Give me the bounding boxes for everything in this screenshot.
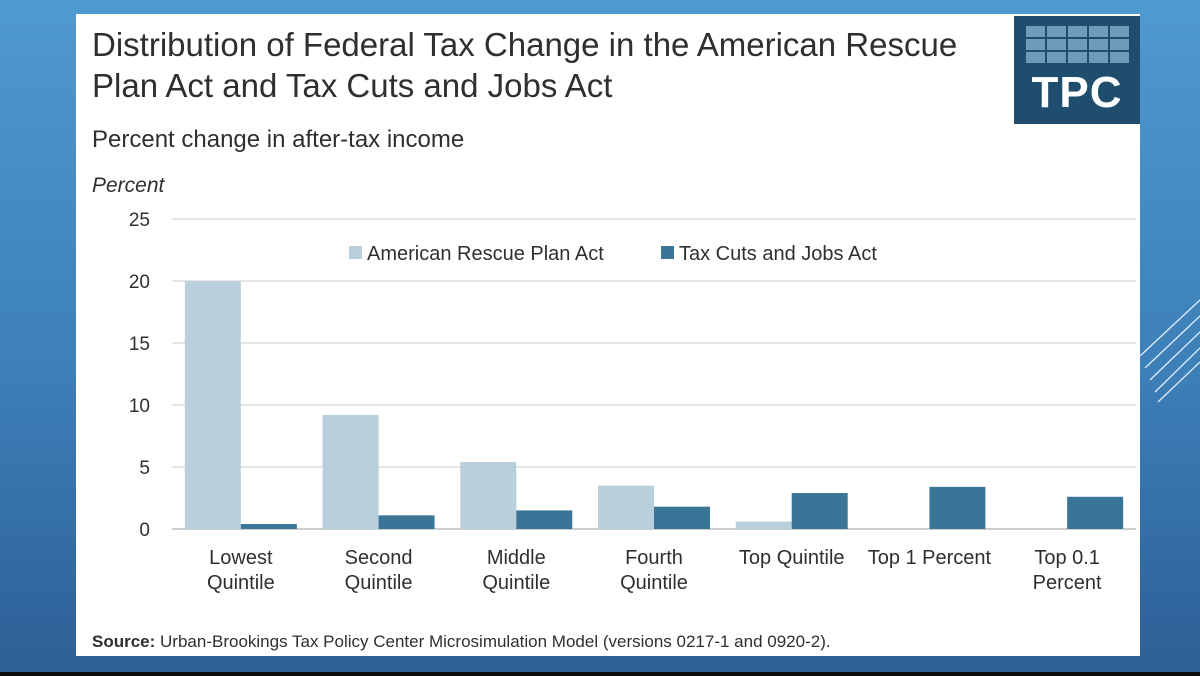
legend-swatch: [349, 246, 362, 259]
x-tick-label: Percent: [1033, 572, 1102, 594]
source-label: Source:: [92, 632, 156, 651]
x-tick-label: Fourth: [625, 547, 683, 569]
bar-tcja: [516, 510, 573, 529]
logo-grid-cell: [1047, 52, 1066, 63]
chart-subtitle: Percent change in after-tax income: [92, 126, 465, 153]
bar-tcja: [378, 515, 435, 529]
logo-text: TPC: [1031, 68, 1123, 117]
logo-grid-cell: [1110, 26, 1129, 37]
logo-grid-cell: [1047, 39, 1066, 50]
bar-arpa: [598, 485, 654, 529]
x-tick-label: Quintile: [482, 572, 550, 594]
legend-label: American Rescue Plan Act: [367, 243, 604, 265]
source-text: Urban-Brookings Tax Policy Center Micros…: [155, 632, 831, 651]
chart-title: Distribution of Federal Tax Change in th…: [92, 26, 958, 104]
x-tick-label: Middle: [487, 547, 546, 569]
bar-arpa: [322, 414, 379, 529]
logo-grid-cell: [1068, 26, 1087, 37]
x-tick-label: Quintile: [207, 572, 275, 594]
legend-label: Tax Cuts and Jobs Act: [679, 243, 877, 265]
y-tick-label: 10: [129, 396, 150, 417]
x-tick-label: Top 0.1: [1034, 547, 1100, 569]
logo-grid-cell: [1089, 26, 1108, 37]
bar-tcja: [1067, 496, 1124, 529]
legend-swatch: [661, 246, 674, 259]
logo-grid-cell: [1089, 39, 1108, 50]
y-tick-label: 15: [129, 334, 150, 355]
logo-grid-cell: [1089, 52, 1108, 63]
bar-tcja: [791, 493, 848, 529]
y-tick-label: 0: [139, 520, 150, 541]
logo-grid-cell: [1110, 39, 1129, 50]
logo-grid-cell: [1068, 52, 1087, 63]
logo-grid-cell: [1026, 39, 1045, 50]
bar-tcja: [654, 506, 710, 529]
logo-grid-cell: [1026, 52, 1045, 63]
x-tick-label: Second: [345, 547, 413, 569]
x-tick-label: Top 1 Percent: [868, 547, 992, 569]
logo-grid-cell: [1026, 26, 1045, 37]
x-tick-label: Top Quintile: [739, 547, 845, 569]
y-tick-label: 20: [129, 272, 150, 293]
chart-panel: Distribution of Federal Tax Change in th…: [76, 14, 1140, 656]
bar-chart: Percent 0 5 10 15 20 25 Lowest Quintile Second Qui…: [92, 174, 1136, 594]
y-tick-label: 5: [139, 458, 150, 479]
tpc-logo: TPC: [1014, 16, 1140, 124]
source-note: Source: Urban-Brookings Tax Policy Cente…: [92, 632, 831, 652]
logo-grid-cell: [1068, 39, 1087, 50]
bar-tcja: [929, 486, 986, 529]
y-axis-label: Percent: [92, 174, 166, 197]
bar-arpa: [460, 462, 517, 529]
bar-arpa: [735, 521, 792, 529]
x-tick-label: Quintile: [345, 572, 413, 594]
bar-tcja: [240, 524, 297, 529]
logo-grid-cell: [1047, 26, 1066, 37]
x-tick-label: Lowest: [209, 547, 273, 569]
bar-arpa: [184, 281, 241, 529]
x-tick-label: Quintile: [620, 572, 688, 594]
y-tick-label: 25: [129, 210, 150, 231]
logo-grid-cell: [1110, 52, 1129, 63]
